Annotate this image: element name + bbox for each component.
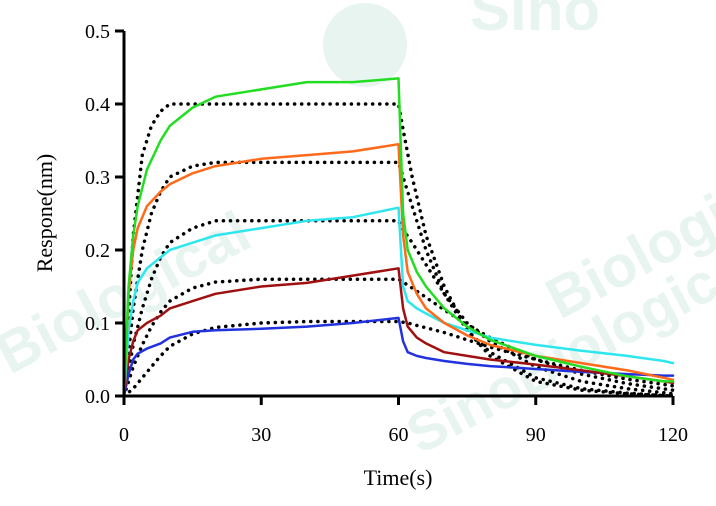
watermark-logo-letters: SB bbox=[337, 25, 393, 69]
measured-curve bbox=[122, 316, 675, 398]
y-tick-label: 0.0 bbox=[85, 386, 110, 408]
x-axis-title: Time(s) bbox=[364, 465, 433, 490]
x-tick-label: 30 bbox=[251, 424, 271, 446]
x-tick-label: 60 bbox=[389, 424, 409, 446]
ticks: 0.0 0.1 0.2 0.3 0.4 0.5 0 30 60 90 120 bbox=[85, 21, 688, 446]
measured-curve bbox=[122, 267, 675, 398]
y-axis-title: Respone(nm) bbox=[32, 154, 57, 273]
x-tick-label: 90 bbox=[526, 424, 546, 446]
axes: 0.0 0.1 0.2 0.3 0.4 0.5 0 30 60 90 120 bbox=[85, 21, 688, 446]
fit-curve bbox=[122, 102, 675, 398]
fit-curves bbox=[122, 102, 675, 398]
fit-curve bbox=[122, 319, 675, 398]
x-tick-label: 0 bbox=[119, 424, 129, 446]
y-tick-label: 0.1 bbox=[85, 313, 110, 335]
measured-curve bbox=[122, 206, 675, 398]
measured-curve bbox=[122, 77, 675, 398]
watermark-text-top: Sino bbox=[470, 0, 600, 43]
y-tick-label: 0.2 bbox=[85, 240, 110, 262]
watermark-logo-circle bbox=[323, 3, 407, 87]
y-tick-label: 0.3 bbox=[85, 167, 110, 189]
y-tick-label: 0.4 bbox=[85, 94, 110, 116]
measured-curves bbox=[122, 77, 675, 398]
x-tick-label: 120 bbox=[658, 424, 688, 446]
fit-curve bbox=[122, 160, 675, 398]
y-tick-label: 0.5 bbox=[85, 21, 110, 43]
